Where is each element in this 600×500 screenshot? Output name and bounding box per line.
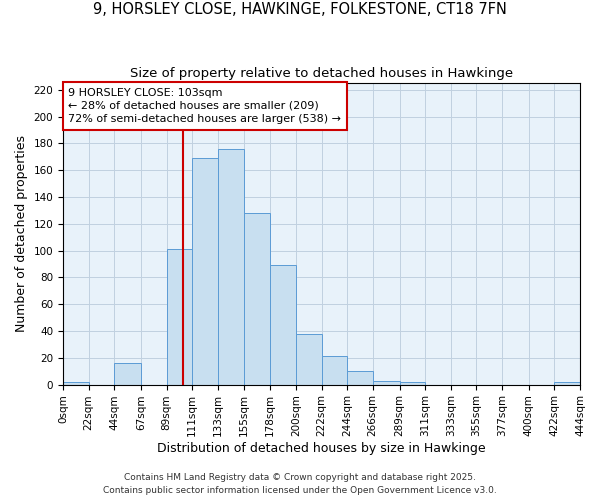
Bar bbox=[114, 363, 141, 384]
Bar bbox=[373, 380, 400, 384]
Bar bbox=[322, 356, 347, 384]
Title: Size of property relative to detached houses in Hawkinge: Size of property relative to detached ho… bbox=[130, 68, 513, 80]
Bar bbox=[270, 266, 296, 384]
X-axis label: Distribution of detached houses by size in Hawkinge: Distribution of detached houses by size … bbox=[157, 442, 486, 455]
Bar bbox=[400, 382, 425, 384]
Text: 9, HORSLEY CLOSE, HAWKINGE, FOLKESTONE, CT18 7FN: 9, HORSLEY CLOSE, HAWKINGE, FOLKESTONE, … bbox=[93, 2, 507, 18]
Y-axis label: Number of detached properties: Number of detached properties bbox=[15, 136, 28, 332]
Bar bbox=[218, 148, 244, 384]
Bar bbox=[244, 213, 270, 384]
Bar bbox=[192, 158, 218, 384]
Bar bbox=[554, 382, 580, 384]
Text: 9 HORSLEY CLOSE: 103sqm
← 28% of detached houses are smaller (209)
72% of semi-d: 9 HORSLEY CLOSE: 103sqm ← 28% of detache… bbox=[68, 88, 341, 124]
Bar bbox=[167, 249, 192, 384]
Bar bbox=[347, 371, 373, 384]
Text: Contains HM Land Registry data © Crown copyright and database right 2025.
Contai: Contains HM Land Registry data © Crown c… bbox=[103, 474, 497, 495]
Bar bbox=[63, 382, 89, 384]
Bar bbox=[296, 334, 322, 384]
